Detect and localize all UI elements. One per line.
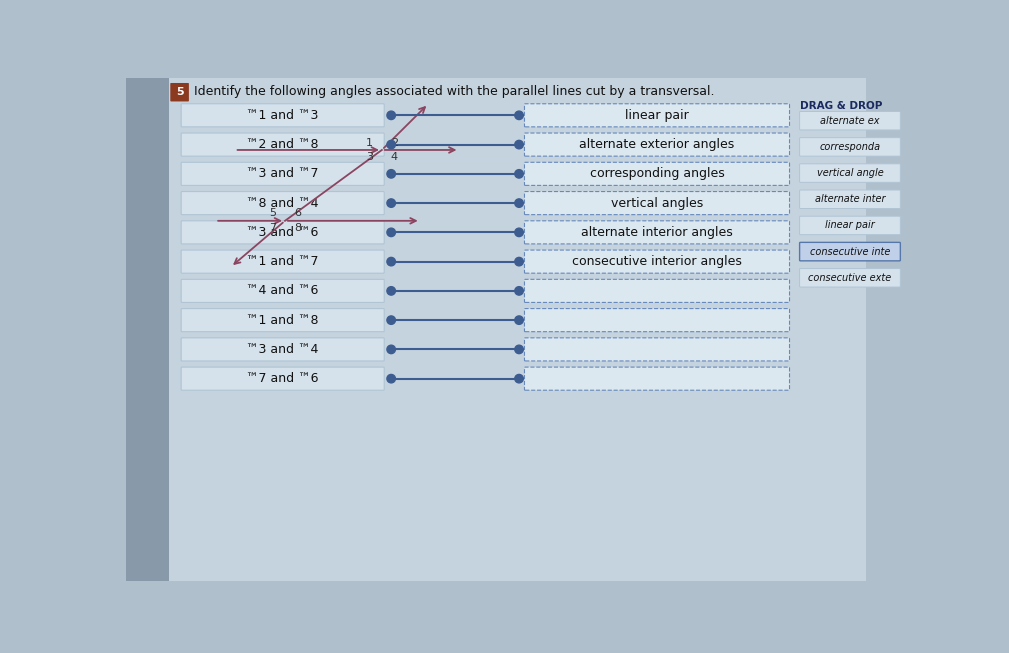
- Text: consecutive exte: consecutive exte: [808, 273, 892, 283]
- Text: 5: 5: [269, 208, 276, 218]
- Circle shape: [515, 228, 524, 236]
- FancyBboxPatch shape: [182, 104, 384, 127]
- FancyBboxPatch shape: [799, 190, 900, 208]
- Circle shape: [515, 374, 524, 383]
- Text: 6: 6: [294, 208, 301, 218]
- FancyBboxPatch shape: [799, 268, 900, 287]
- Circle shape: [515, 287, 524, 295]
- FancyBboxPatch shape: [525, 221, 789, 244]
- FancyBboxPatch shape: [799, 216, 900, 234]
- Circle shape: [515, 170, 524, 178]
- FancyBboxPatch shape: [126, 78, 169, 581]
- Text: corresponding angles: corresponding angles: [589, 167, 724, 180]
- Circle shape: [386, 316, 396, 325]
- FancyBboxPatch shape: [525, 338, 789, 361]
- Text: linear pair: linear pair: [626, 109, 689, 122]
- FancyBboxPatch shape: [525, 104, 789, 127]
- FancyBboxPatch shape: [171, 83, 189, 101]
- FancyBboxPatch shape: [182, 367, 384, 390]
- Text: ™3 and ™6: ™3 and ™6: [246, 226, 319, 239]
- Text: DRAG & DROP: DRAG & DROP: [800, 101, 883, 112]
- FancyBboxPatch shape: [799, 112, 900, 130]
- Text: corresponda: corresponda: [819, 142, 881, 152]
- Text: 7: 7: [269, 223, 276, 233]
- Circle shape: [386, 170, 396, 178]
- FancyBboxPatch shape: [799, 242, 900, 261]
- Text: 2: 2: [390, 138, 398, 148]
- Circle shape: [386, 111, 396, 119]
- Text: 5: 5: [176, 88, 184, 97]
- Text: vertical angle: vertical angle: [816, 168, 883, 178]
- Text: ™1 and ™3: ™1 and ™3: [246, 109, 319, 122]
- Text: consecutive interior angles: consecutive interior angles: [572, 255, 742, 268]
- Text: ™1 and ™8: ™1 and ™8: [246, 313, 319, 326]
- Circle shape: [386, 257, 396, 266]
- FancyBboxPatch shape: [525, 309, 789, 332]
- Circle shape: [386, 345, 396, 354]
- Circle shape: [386, 199, 396, 208]
- Circle shape: [386, 374, 396, 383]
- FancyBboxPatch shape: [182, 250, 384, 273]
- FancyBboxPatch shape: [525, 279, 789, 302]
- Text: consecutive inte: consecutive inte: [810, 247, 890, 257]
- FancyBboxPatch shape: [525, 163, 789, 185]
- Circle shape: [515, 345, 524, 354]
- Circle shape: [515, 199, 524, 208]
- Text: 4: 4: [390, 152, 398, 163]
- Text: vertical angles: vertical angles: [610, 197, 703, 210]
- Text: Identify the following angles associated with the parallel lines cut by a transv: Identify the following angles associated…: [195, 85, 714, 98]
- Circle shape: [515, 140, 524, 149]
- Text: 3: 3: [366, 152, 373, 163]
- Text: alternate interior angles: alternate interior angles: [581, 226, 733, 239]
- Text: ™7 and ™6: ™7 and ™6: [246, 372, 319, 385]
- FancyBboxPatch shape: [182, 309, 384, 332]
- FancyBboxPatch shape: [525, 133, 789, 156]
- Text: ™8 and ™4: ™8 and ™4: [246, 197, 319, 210]
- Circle shape: [515, 257, 524, 266]
- Text: ™4 and ™6: ™4 and ™6: [246, 284, 319, 297]
- Text: alternate inter: alternate inter: [814, 194, 885, 204]
- Circle shape: [515, 316, 524, 325]
- FancyBboxPatch shape: [799, 138, 900, 156]
- Circle shape: [386, 287, 396, 295]
- Text: 8: 8: [294, 223, 301, 233]
- FancyBboxPatch shape: [182, 338, 384, 361]
- Text: alternate ex: alternate ex: [820, 116, 880, 126]
- FancyBboxPatch shape: [525, 367, 789, 390]
- Text: alternate exterior angles: alternate exterior angles: [579, 138, 735, 151]
- FancyBboxPatch shape: [182, 133, 384, 156]
- FancyBboxPatch shape: [525, 191, 789, 215]
- Text: ™2 and ™8: ™2 and ™8: [246, 138, 319, 151]
- Circle shape: [386, 140, 396, 149]
- Text: ™3 and ™7: ™3 and ™7: [246, 167, 319, 180]
- Text: ™1 and ™7: ™1 and ™7: [246, 255, 319, 268]
- FancyBboxPatch shape: [799, 164, 900, 182]
- Text: linear pair: linear pair: [825, 221, 875, 231]
- FancyBboxPatch shape: [169, 78, 867, 104]
- FancyBboxPatch shape: [182, 279, 384, 302]
- FancyBboxPatch shape: [182, 221, 384, 244]
- Text: 1: 1: [366, 138, 373, 148]
- FancyBboxPatch shape: [182, 163, 384, 185]
- Text: ™3 and ™4: ™3 and ™4: [246, 343, 319, 356]
- FancyBboxPatch shape: [525, 250, 789, 273]
- FancyBboxPatch shape: [169, 82, 867, 581]
- FancyBboxPatch shape: [182, 191, 384, 215]
- Circle shape: [515, 111, 524, 119]
- Circle shape: [386, 228, 396, 236]
